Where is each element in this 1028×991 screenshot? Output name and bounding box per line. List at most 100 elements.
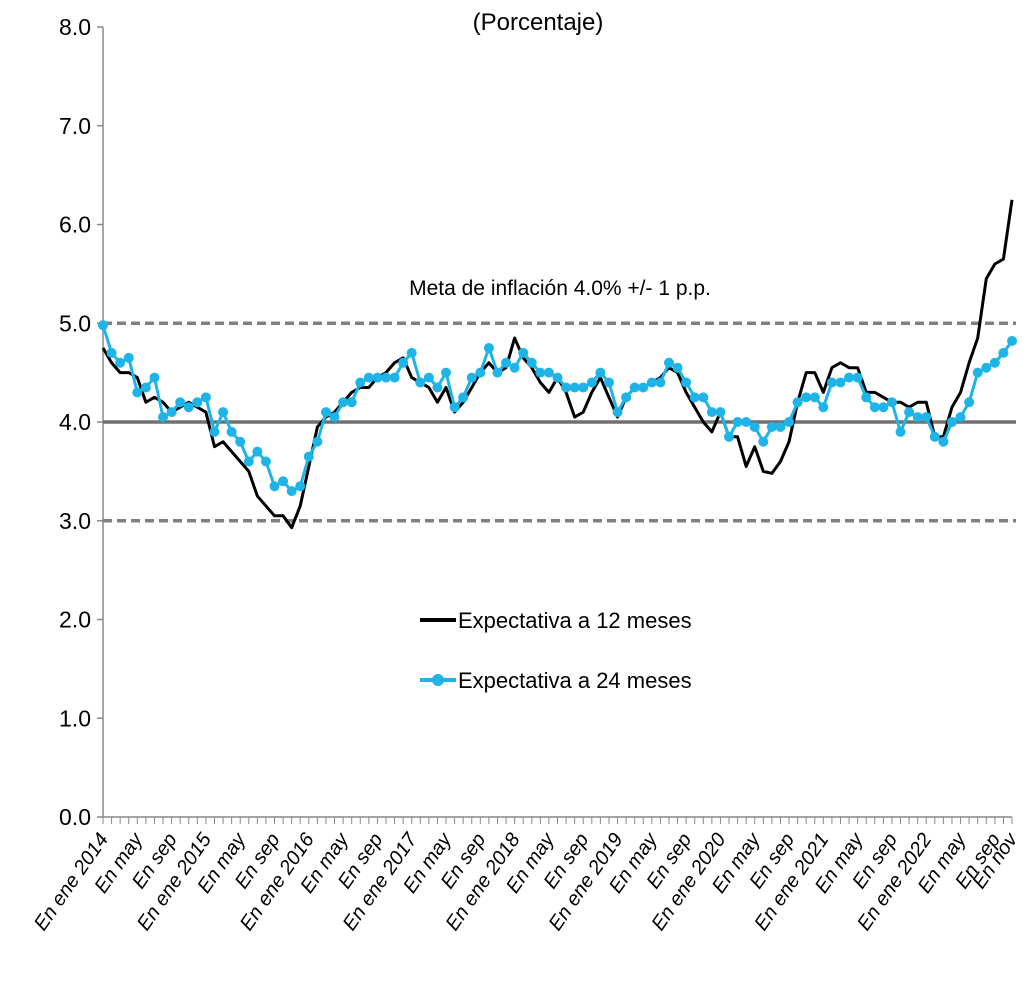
y-tick-label: 0.0: [59, 804, 91, 830]
series-marker: [192, 397, 203, 408]
series-marker: [586, 377, 597, 388]
series-marker: [200, 392, 211, 403]
series-marker: [441, 367, 452, 378]
series-marker: [621, 392, 632, 403]
series-marker: [492, 367, 503, 378]
series-marker: [784, 417, 795, 427]
series-marker: [895, 426, 906, 437]
series-marker: [775, 421, 786, 432]
series-marker: [629, 382, 640, 393]
legend-label: Expectativa a 24 meses: [458, 668, 692, 693]
series-marker: [921, 412, 932, 423]
series-marker: [904, 407, 915, 418]
series-marker: [106, 347, 117, 358]
series-marker: [475, 367, 486, 378]
series-marker: [320, 407, 331, 418]
series-marker: [278, 476, 289, 487]
series-marker: [732, 417, 743, 427]
series-marker: [252, 446, 263, 457]
series-marker: [509, 362, 520, 373]
series-marker: [672, 362, 683, 373]
series-marker: [260, 456, 271, 467]
series-line: [101, 199, 1014, 530]
series-marker: [715, 407, 726, 418]
series-marker: [929, 431, 940, 442]
series-marker: [809, 392, 820, 403]
series-marker: [578, 382, 589, 393]
series-marker: [612, 407, 623, 418]
series-marker: [689, 392, 700, 403]
series-marker: [209, 426, 220, 437]
series-marker: [569, 382, 580, 393]
y-tick-label: 3.0: [59, 508, 91, 534]
series-marker: [826, 377, 837, 388]
series-marker: [518, 347, 529, 358]
series-marker: [329, 412, 340, 423]
series-marker: [972, 367, 983, 378]
series-marker: [758, 436, 769, 447]
series-marker: [312, 436, 323, 447]
y-tick-label: 4.0: [59, 409, 91, 435]
series-marker: [792, 397, 803, 408]
y-tick-label: 7.0: [59, 113, 91, 139]
series-marker: [646, 377, 657, 388]
series-marker: [175, 397, 186, 408]
series-marker: [123, 352, 134, 363]
series-marker: [183, 402, 194, 413]
series-marker: [338, 397, 349, 408]
series-marker: [844, 372, 855, 383]
series-marker: [663, 357, 674, 368]
y-tick-label: 2.0: [59, 607, 91, 633]
series-marker: [595, 367, 606, 378]
series-marker: [998, 347, 1009, 358]
series-marker: [981, 362, 992, 373]
series-marker: [235, 436, 246, 447]
y-tick-label: 8.0: [59, 14, 91, 40]
series-marker: [852, 372, 863, 383]
series-marker: [372, 372, 383, 383]
series-marker: [1007, 336, 1017, 347]
series-marker: [603, 377, 614, 388]
series-marker: [526, 357, 537, 368]
series-marker: [938, 436, 949, 447]
series-marker: [115, 357, 126, 368]
series-marker: [406, 347, 417, 358]
series-marker: [766, 421, 777, 432]
series-marker: [226, 426, 237, 437]
series-marker: [149, 372, 160, 383]
series-marker: [140, 382, 151, 393]
chart-title: (Porcentaje): [473, 9, 604, 36]
y-tick-label: 5.0: [59, 310, 91, 336]
series-marker: [801, 392, 812, 403]
series-marker: [912, 412, 923, 423]
series-marker: [946, 417, 957, 427]
series-marker: [552, 372, 563, 383]
series-marker: [355, 377, 366, 388]
series-marker: [749, 421, 760, 432]
series-marker: [269, 481, 280, 492]
series-marker: [363, 372, 374, 383]
series-marker: [466, 372, 477, 383]
series-marker: [964, 397, 975, 408]
series-marker: [389, 372, 400, 383]
y-tick-label: 6.0: [59, 212, 91, 238]
series-marker: [955, 412, 966, 423]
series-marker: [415, 377, 426, 388]
series-marker: [501, 357, 512, 368]
series-marker: [380, 372, 391, 383]
series-marker: [303, 451, 314, 462]
series-marker: [458, 392, 469, 403]
series-marker: [681, 377, 692, 388]
series-marker: [535, 367, 546, 378]
series-marker: [655, 377, 666, 388]
series-marker: [724, 431, 735, 442]
series-marker: [886, 397, 897, 408]
annotation: Meta de inflación 4.0% +/- 1 p.p.: [409, 277, 711, 300]
series-marker: [449, 402, 460, 413]
series-marker: [398, 357, 409, 368]
series-marker: [861, 392, 872, 403]
legend-label: Expectativa a 12 meses: [458, 608, 692, 633]
series-marker: [741, 417, 752, 427]
